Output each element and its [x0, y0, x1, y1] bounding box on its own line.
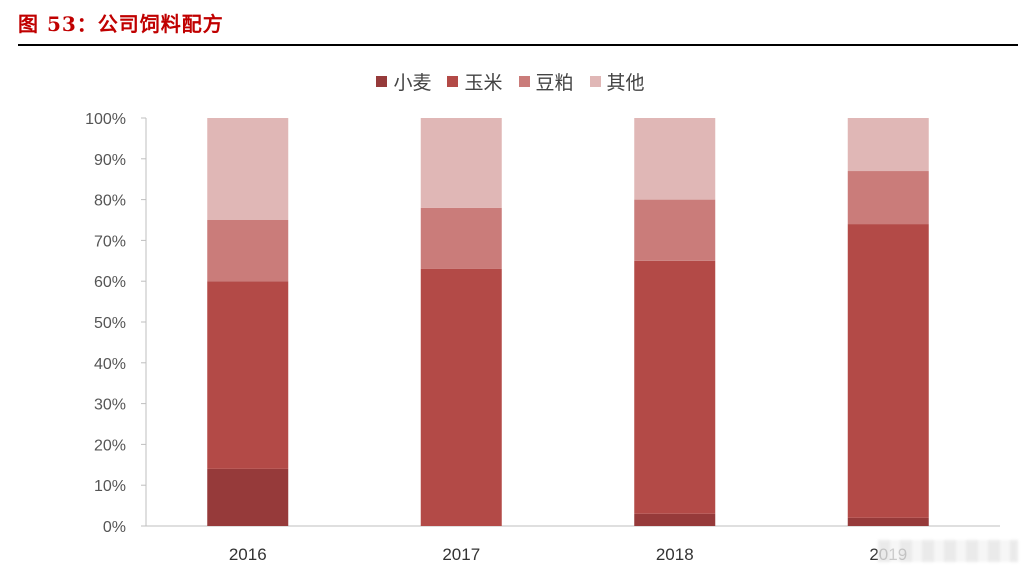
y-tick-label: 90% [94, 152, 126, 169]
bar-2019-series-2 [847, 171, 929, 225]
x-tick-label: 2017 [442, 545, 480, 564]
bar-2018-series-0 [634, 513, 716, 526]
legend-label: 豆粕 [535, 72, 574, 94]
bar-2017-series-1 [420, 268, 502, 526]
bar-2018-series-2 [634, 199, 716, 261]
legend-label: 其他 [606, 72, 645, 94]
legend-item: 豆粕 [518, 68, 574, 95]
bar-2017-series-3 [420, 118, 502, 208]
y-tick-label: 30% [94, 397, 126, 414]
x-tick-label: 2018 [656, 545, 694, 564]
legend-item: 小麦 [376, 68, 431, 95]
y-tick-label: 20% [94, 437, 126, 454]
legend-label: 玉米 [464, 72, 503, 94]
legend-label: 小麦 [393, 72, 432, 94]
legend-swatch [518, 76, 530, 87]
y-tick-label: 40% [94, 356, 126, 373]
watermark [878, 540, 1018, 562]
bar-2016-series-2 [207, 220, 289, 282]
y-tick-label: 0% [103, 519, 126, 536]
title-divider [18, 44, 1018, 46]
bar-2019-series-0 [847, 517, 929, 526]
y-tick-label: 50% [94, 315, 126, 332]
bar-2019-series-3 [847, 118, 929, 172]
bar-2019-series-1 [847, 224, 929, 518]
bar-2018-series-1 [634, 260, 716, 514]
y-tick-label: 70% [94, 233, 126, 250]
legend-swatch [589, 76, 601, 87]
y-tick-label: 10% [94, 478, 126, 495]
legend-item: 玉米 [447, 68, 503, 95]
y-tick-label: 60% [94, 274, 126, 291]
chart-legend: 小麦 玉米 豆粕 其他 [0, 68, 1021, 95]
y-tick-label: 100% [85, 111, 126, 128]
legend-swatch [447, 76, 459, 87]
y-tick-label: 80% [94, 193, 126, 210]
legend-swatch [376, 76, 388, 87]
bar-2016-series-3 [207, 118, 289, 220]
bar-2016-series-0 [207, 468, 289, 526]
bar-2016-series-1 [207, 281, 289, 469]
x-tick-label: 2016 [229, 545, 267, 564]
legend-item: 其他 [589, 68, 645, 95]
page-title: 图 53：公司饲料配方 [18, 12, 224, 36]
bar-2017-series-2 [420, 207, 502, 269]
bar-2018-series-3 [634, 118, 716, 200]
